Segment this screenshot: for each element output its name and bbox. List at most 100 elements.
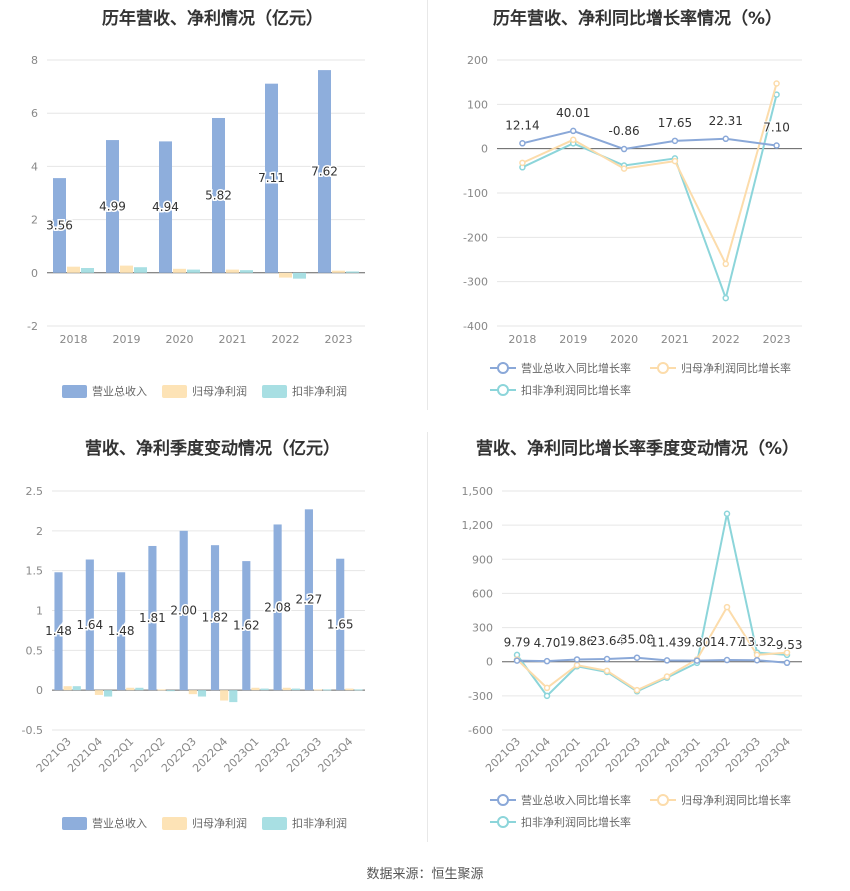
data-point [570, 127, 577, 135]
legend-swatch [162, 385, 187, 398]
data-point [543, 657, 551, 665]
legend-label: 扣非净利润 [292, 384, 347, 398]
chart-title: 营收、净利季度变动情况（亿元） [85, 439, 340, 459]
bar [260, 688, 269, 691]
data-label: 1.48 [108, 624, 135, 638]
bar [135, 687, 144, 691]
bar [148, 545, 157, 691]
bar [336, 558, 345, 691]
data-point [671, 157, 679, 165]
legend-swatch-marker [497, 794, 509, 806]
series-line [522, 129, 777, 151]
x-tick-label: 2020 [610, 333, 638, 346]
data-label: 23.64 [590, 634, 624, 648]
legend-swatch [62, 385, 87, 398]
legend-swatch-marker [497, 816, 509, 828]
y-tick-label: 4 [31, 160, 38, 173]
data-point [633, 686, 641, 694]
bar [279, 272, 292, 278]
data-point [723, 510, 731, 518]
data-label: 9.79 [504, 636, 531, 650]
data-point [543, 684, 551, 692]
data-point [722, 294, 729, 302]
bar [81, 268, 94, 273]
bar [159, 141, 172, 273]
data-label: 1.64 [76, 618, 103, 632]
bar [293, 272, 306, 279]
y-tick-label: 1 [36, 605, 43, 618]
bar [126, 687, 135, 691]
x-tick-label: 2022 [272, 333, 300, 346]
series-line [516, 605, 788, 692]
data-label: 9.80 [684, 636, 711, 650]
bar [332, 270, 345, 273]
y-tick-label: 2.5 [26, 485, 44, 498]
bar [166, 690, 175, 692]
chart-plot: -0.500.511.522.52021Q32021Q42022Q12022Q2… [22, 485, 365, 830]
bar [346, 271, 359, 273]
y-tick-label: 0.5 [26, 644, 44, 657]
bar [323, 689, 332, 691]
y-tick-label: 1,200 [462, 519, 494, 532]
data-label: 2.27 [296, 593, 323, 607]
data-label: 1.82 [202, 611, 229, 625]
data-label: 7.11 [258, 171, 285, 185]
legend-label: 营业总收入同比增长率 [521, 361, 631, 375]
bar [212, 117, 225, 273]
legend-swatch [262, 817, 287, 830]
bar [53, 178, 66, 273]
y-tick-label: -400 [463, 320, 488, 333]
y-tick-label: 0 [31, 267, 38, 280]
chart-plot: -600-30003006009001,2001,5002021Q32021Q4… [462, 485, 804, 829]
legend-label: 归母净利润同比增长率 [681, 361, 791, 375]
bar [117, 572, 126, 691]
separator-bottom [427, 432, 428, 842]
bar [187, 269, 200, 273]
data-label: 13.32 [740, 635, 774, 649]
separator-top [427, 0, 428, 410]
data-label: 11.43 [650, 635, 684, 649]
bar [273, 524, 282, 691]
bar [354, 689, 363, 691]
bar [313, 689, 323, 691]
bar [210, 545, 220, 691]
bar [134, 267, 147, 273]
legend-label: 扣非净利润 [292, 816, 347, 830]
legend-label: 营业总收入同比增长率 [521, 793, 631, 807]
data-point [783, 649, 791, 656]
bar [85, 559, 94, 691]
y-tick-label: -600 [468, 724, 493, 737]
data-label: 35.08 [620, 633, 654, 647]
bar [120, 265, 133, 273]
chart-title: 营收、净利同比增长率季度变动情况（%） [475, 439, 800, 459]
legend-label: 扣非净利润同比增长率 [521, 383, 631, 397]
bar [94, 690, 104, 695]
chart-title: 历年营收、净利同比增长率情况（%） [492, 9, 783, 29]
x-tick-label: 2022 [712, 333, 740, 346]
data-label: 1.81 [139, 611, 166, 625]
x-tick-label: 2021 [661, 333, 689, 346]
data-label: 7.10 [763, 121, 790, 135]
bar [345, 688, 354, 691]
data-label: 4.70 [534, 636, 561, 650]
series-line [521, 94, 778, 302]
bar [157, 689, 166, 691]
bar [197, 690, 207, 697]
data-point [603, 667, 611, 675]
data-label: 1.62 [233, 619, 260, 633]
data-label: 19.86 [560, 634, 594, 648]
data-label: 3.56 [46, 218, 73, 232]
x-tick-label: 2019 [113, 333, 141, 346]
y-tick-label: -200 [463, 231, 488, 244]
bar [104, 690, 113, 697]
data-label: 5.82 [205, 188, 232, 202]
bar [54, 572, 63, 691]
bar [242, 561, 251, 691]
bar [226, 269, 239, 273]
data-point [693, 657, 701, 664]
legend-label: 营业总收入 [92, 816, 147, 830]
data-label: 40.01 [556, 106, 590, 120]
legend-swatch-marker [657, 362, 669, 374]
quarterly-growth-rate-chart: 营收、净利同比增长率季度变动情况（%） -600 -300 0 300 600 900 1,… [425, 430, 850, 860]
data-label: 2.00 [170, 604, 197, 618]
